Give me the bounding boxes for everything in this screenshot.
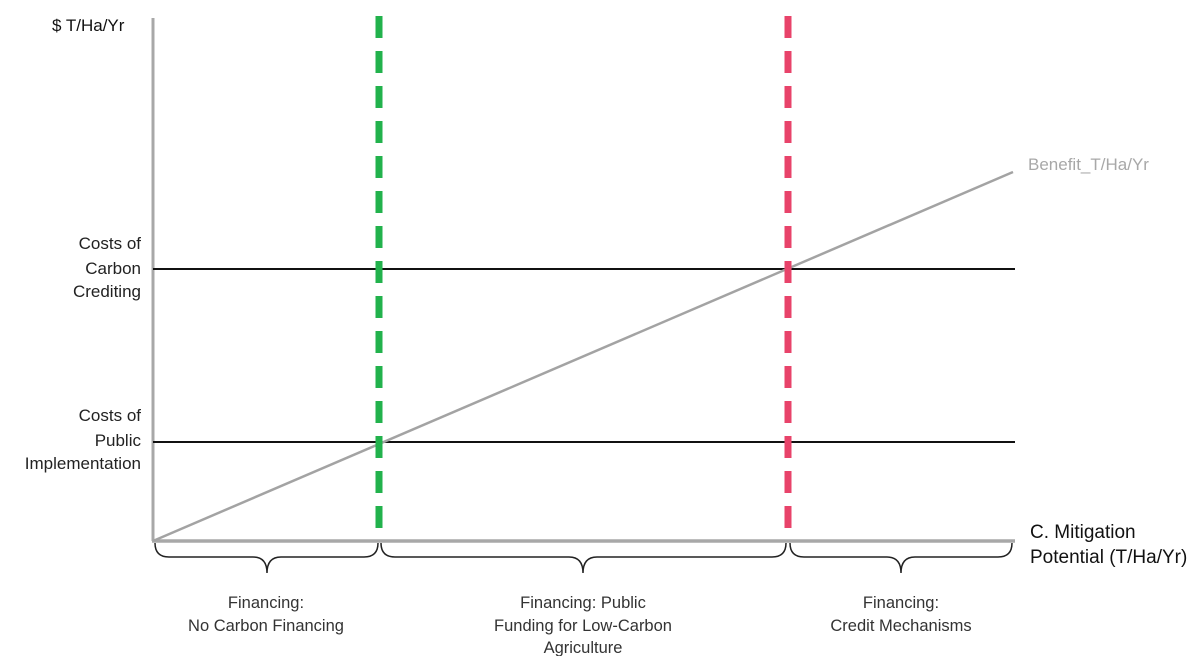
public-funding-brace — [380, 542, 787, 574]
public-implementation-cost-label: Costs of Public Implementation — [25, 406, 142, 473]
carbon-crediting-label-line: Costs of — [79, 234, 142, 253]
carbon-crediting-cost-label: Costs of Carbon Crediting — [73, 234, 141, 301]
region-label-line: Financing: — [863, 594, 939, 612]
region-label-line: Financing: — [228, 594, 304, 612]
no-carbon-financing-label: Financing: No Carbon Financing — [188, 594, 344, 635]
benefit-line-label: Benefit_T/Ha/Yr — [1028, 155, 1149, 174]
carbon-crediting-label-line: Crediting — [73, 282, 141, 301]
region-label-line: No Carbon Financing — [188, 617, 344, 635]
public-implementation-label-line: Implementation — [25, 454, 141, 473]
y-axis-label: $ T/Ha/Yr — [52, 16, 125, 35]
region-label-line: Credit Mechanisms — [830, 617, 971, 635]
public-implementation-label-line: Costs of — [79, 406, 142, 425]
region-label-line: Agriculture — [544, 639, 623, 656]
public-funding-label: Financing: Public Funding for Low-Carbon… — [494, 594, 672, 656]
region-label-line: Funding for Low-Carbon — [494, 617, 672, 635]
credit-mechanisms-brace — [789, 542, 1013, 574]
x-axis-label-line: C. Mitigation — [1030, 522, 1136, 543]
benefit-line — [152, 170, 1014, 543]
public-implementation-label-line: Public — [95, 431, 142, 450]
region-label-line: Financing: Public — [520, 594, 646, 612]
credit-mechanisms-label: Financing: Credit Mechanisms — [830, 594, 971, 635]
carbon-crediting-label-line: Carbon — [85, 259, 141, 278]
x-axis-label-line: Potential (T/Ha/Yr) — [1030, 547, 1187, 568]
x-axis-label: C. Mitigation Potential (T/Ha/Yr) — [1030, 522, 1187, 568]
no-carbon-financing-brace — [154, 542, 379, 574]
